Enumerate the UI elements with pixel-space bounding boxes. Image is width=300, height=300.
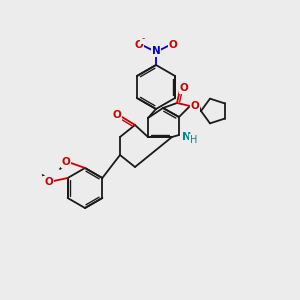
Text: O: O [135,40,143,50]
Text: -: - [141,34,145,43]
Text: O: O [112,110,122,120]
Text: O: O [180,83,188,93]
Text: O: O [190,101,200,111]
Text: O: O [44,177,53,187]
Text: H: H [190,135,198,145]
Text: N: N [182,132,192,142]
Text: N: N [152,46,160,56]
Text: O: O [61,157,70,167]
Text: O: O [169,40,177,50]
